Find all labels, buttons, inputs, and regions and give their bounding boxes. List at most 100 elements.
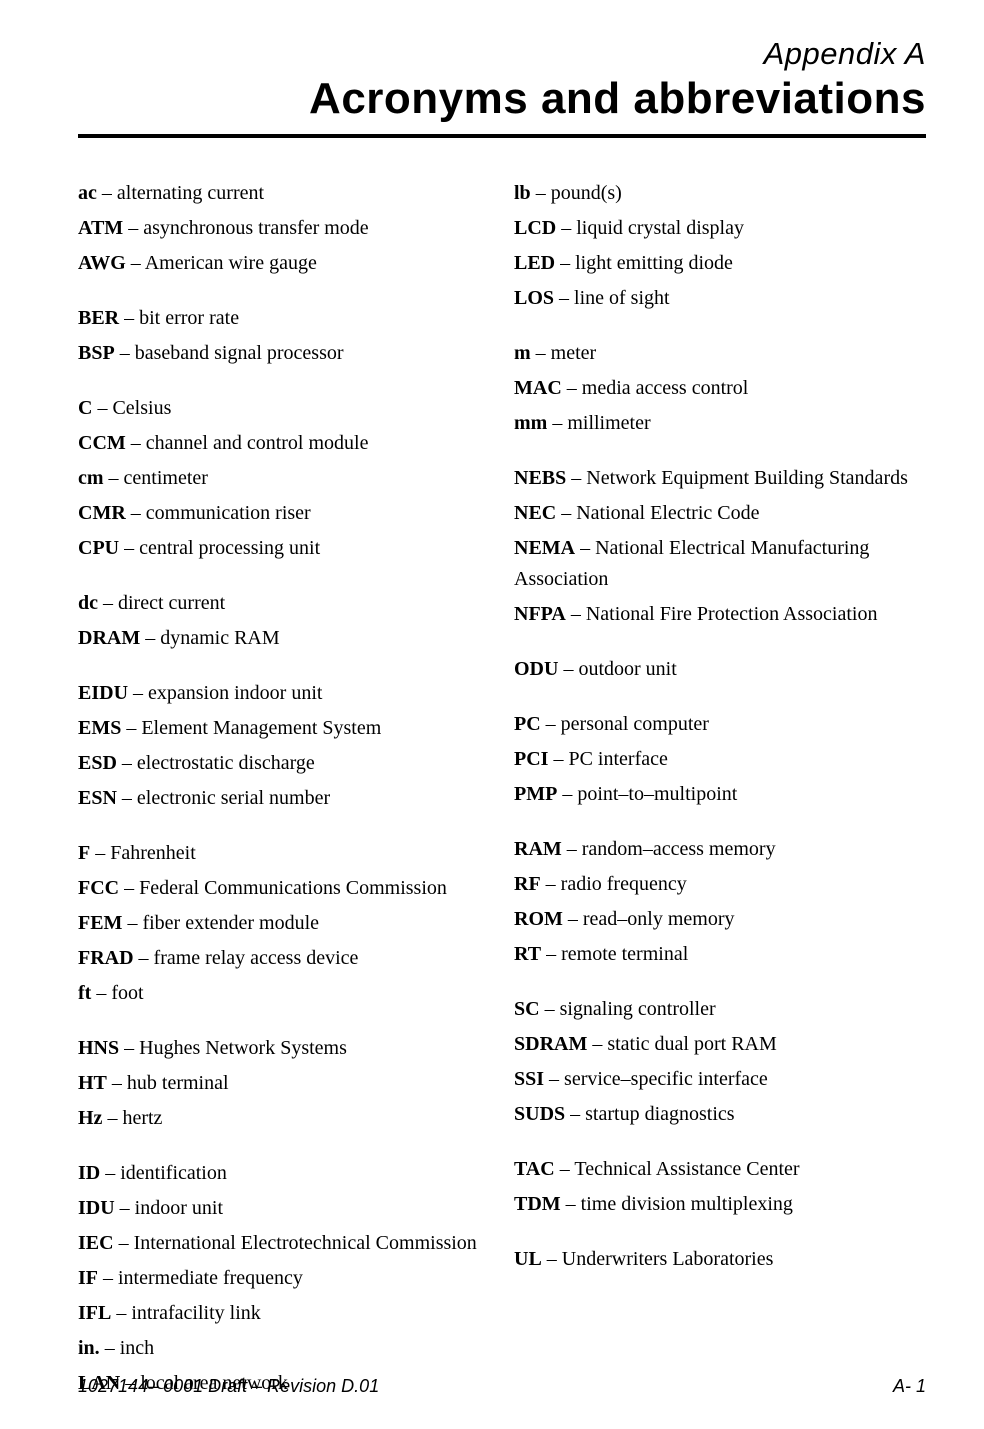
definition-group: F – Fahrenheit FCC – Federal Communicatio… (78, 838, 490, 1009)
abbr-term: CPU (78, 537, 119, 559)
abbr-term: DRAM (78, 627, 140, 649)
definition-entry: FEM – fiber extender module (78, 908, 490, 939)
abbr-term: lb (514, 182, 531, 204)
abbr-term: F (78, 842, 90, 864)
definition-entry: RF – radio frequency (514, 869, 926, 900)
abbr-term: HT (78, 1072, 107, 1094)
definition-entry: cm – centimeter (78, 463, 490, 494)
definition-group: RAM – random–access memory RF – radio fre… (514, 834, 926, 970)
definition-entry: FCC – Federal Communications Commission (78, 873, 490, 904)
abbr-definition: – hertz (102, 1107, 162, 1129)
abbr-definition: – Network Equipment Building Standards (566, 467, 908, 489)
abbr-term: SSI (514, 1068, 544, 1090)
abbr-definition: – hub terminal (107, 1072, 229, 1094)
definition-entry: SUDS – startup diagnostics (514, 1099, 926, 1130)
abbr-term: SDRAM (514, 1033, 587, 1055)
abbr-term: LED (514, 252, 555, 274)
right-column: lb – pound(s) LCD – liquid crystal displa… (514, 178, 926, 1423)
definition-entry: TDM – time division multiplexing (514, 1189, 926, 1220)
abbr-definition: – channel and control module (126, 432, 369, 454)
abbr-term: in. (78, 1337, 100, 1359)
abbr-definition: – foot (91, 982, 143, 1004)
definition-entry: Hz – hertz (78, 1103, 490, 1134)
abbr-definition: – remote terminal (541, 943, 688, 965)
definition-entry: LOS – line of sight (514, 283, 926, 314)
appendix-label: Appendix A (78, 36, 926, 72)
abbr-definition: – media access control (562, 377, 749, 399)
definition-group: HNS – Hughes Network Systems HT – hub ter… (78, 1033, 490, 1134)
abbr-term: BSP (78, 342, 115, 364)
abbr-definition: – random–access memory (562, 838, 776, 860)
abbr-term: EMS (78, 717, 121, 739)
abbr-definition: – identification (100, 1162, 227, 1184)
abbr-definition: – millimeter (547, 412, 650, 434)
definition-group: ID – identificationIDU – indoor unitIEC … (78, 1158, 490, 1399)
abbr-definition: – International Electrotechnical Commiss… (114, 1232, 477, 1254)
abbr-term: IF (78, 1267, 98, 1289)
definition-entry: LCD – liquid crystal display (514, 213, 926, 244)
definition-group: m – meterMAC – media access controlmm – … (514, 338, 926, 439)
abbr-term: dc (78, 592, 98, 614)
abbr-definition: – Fahrenheit (90, 842, 196, 864)
definition-entry: F – Fahrenheit (78, 838, 490, 869)
abbr-term: PCI (514, 748, 548, 770)
abbr-term: HNS (78, 1037, 119, 1059)
abbr-definition: – startup diagnostics (565, 1103, 734, 1125)
definition-group: EIDU – expansion indoor unit EMS – Elemen… (78, 678, 490, 814)
definition-entry: EIDU – expansion indoor unit (78, 678, 490, 709)
definition-group: TAC – Technical Assistance Center TDM – t… (514, 1154, 926, 1220)
abbr-term: Hz (78, 1107, 102, 1129)
definition-entry: mm – millimeter (514, 408, 926, 439)
abbr-definition: – Underwriters Laboratories (542, 1248, 774, 1270)
definition-entry: TAC – Technical Assistance Center (514, 1154, 926, 1185)
definition-group: ODU – outdoor unit (514, 654, 926, 685)
definition-entry: ID – identification (78, 1158, 490, 1189)
definition-group: PC – personal computer PCI – PC interface… (514, 709, 926, 810)
abbr-term: FRAD (78, 947, 134, 969)
definition-entry: BSP – baseband signal processor (78, 338, 490, 369)
definition-entry: NFPA – National Fire Protection Associat… (514, 599, 926, 630)
abbr-term: ODU (514, 658, 558, 680)
abbr-definition: – Federal Communications Commission (119, 877, 447, 899)
abbr-definition: – dynamic RAM (140, 627, 279, 649)
definition-entry: RAM – random–access memory (514, 834, 926, 865)
abbr-term: LCD (514, 217, 556, 239)
abbr-definition: – pound(s) (531, 182, 622, 204)
abbr-term: IFL (78, 1302, 111, 1324)
abbr-term: ac (78, 182, 97, 204)
definition-entry: LED – light emitting diode (514, 248, 926, 279)
definition-entry: ac – alternating current (78, 178, 490, 209)
definition-entry: IF – intermediate frequency (78, 1263, 490, 1294)
abbr-definition: – meter (531, 342, 597, 364)
definition-group: NEBS – Network Equipment Building Standa… (514, 463, 926, 630)
definition-entry: CPU – central processing unit (78, 533, 490, 564)
definition-entry: BER – bit error rate (78, 303, 490, 334)
abbr-definition: – PC interface (548, 748, 667, 770)
abbr-definition: – personal computer (541, 713, 709, 735)
page-header: Appendix A Acronyms and abbreviations (78, 36, 926, 124)
abbr-definition: – radio frequency (541, 873, 687, 895)
abbr-definition: – fiber extender module (122, 912, 319, 934)
definition-entry: PCI – PC interface (514, 744, 926, 775)
abbr-term: CCM (78, 432, 126, 454)
abbr-term: ESD (78, 752, 117, 774)
abbr-definition: – Celsius (92, 397, 171, 419)
abbr-definition: – electrostatic discharge (117, 752, 315, 774)
definition-entry: C – Celsius (78, 393, 490, 424)
abbr-definition: – Element Management System (121, 717, 381, 739)
definition-entry: ODU – outdoor unit (514, 654, 926, 685)
abbr-term: IDU (78, 1197, 115, 1219)
left-column: ac – alternating currentATM – asynchrono… (78, 178, 490, 1423)
definition-entry: in. – inch (78, 1333, 490, 1364)
definition-entry: RT – remote terminal (514, 939, 926, 970)
abbr-term: mm (514, 412, 547, 434)
abbr-term: UL (514, 1248, 542, 1270)
abbr-term: ft (78, 982, 91, 1004)
abbr-term: EIDU (78, 682, 128, 704)
abbr-term: PC (514, 713, 541, 735)
definition-entry: HNS – Hughes Network Systems (78, 1033, 490, 1064)
abbr-term: NFPA (514, 603, 566, 625)
definition-entry: NEC – National Electric Code (514, 498, 926, 529)
definition-entry: CCM – channel and control module (78, 428, 490, 459)
definition-entry: ROM – read–only memory (514, 904, 926, 935)
